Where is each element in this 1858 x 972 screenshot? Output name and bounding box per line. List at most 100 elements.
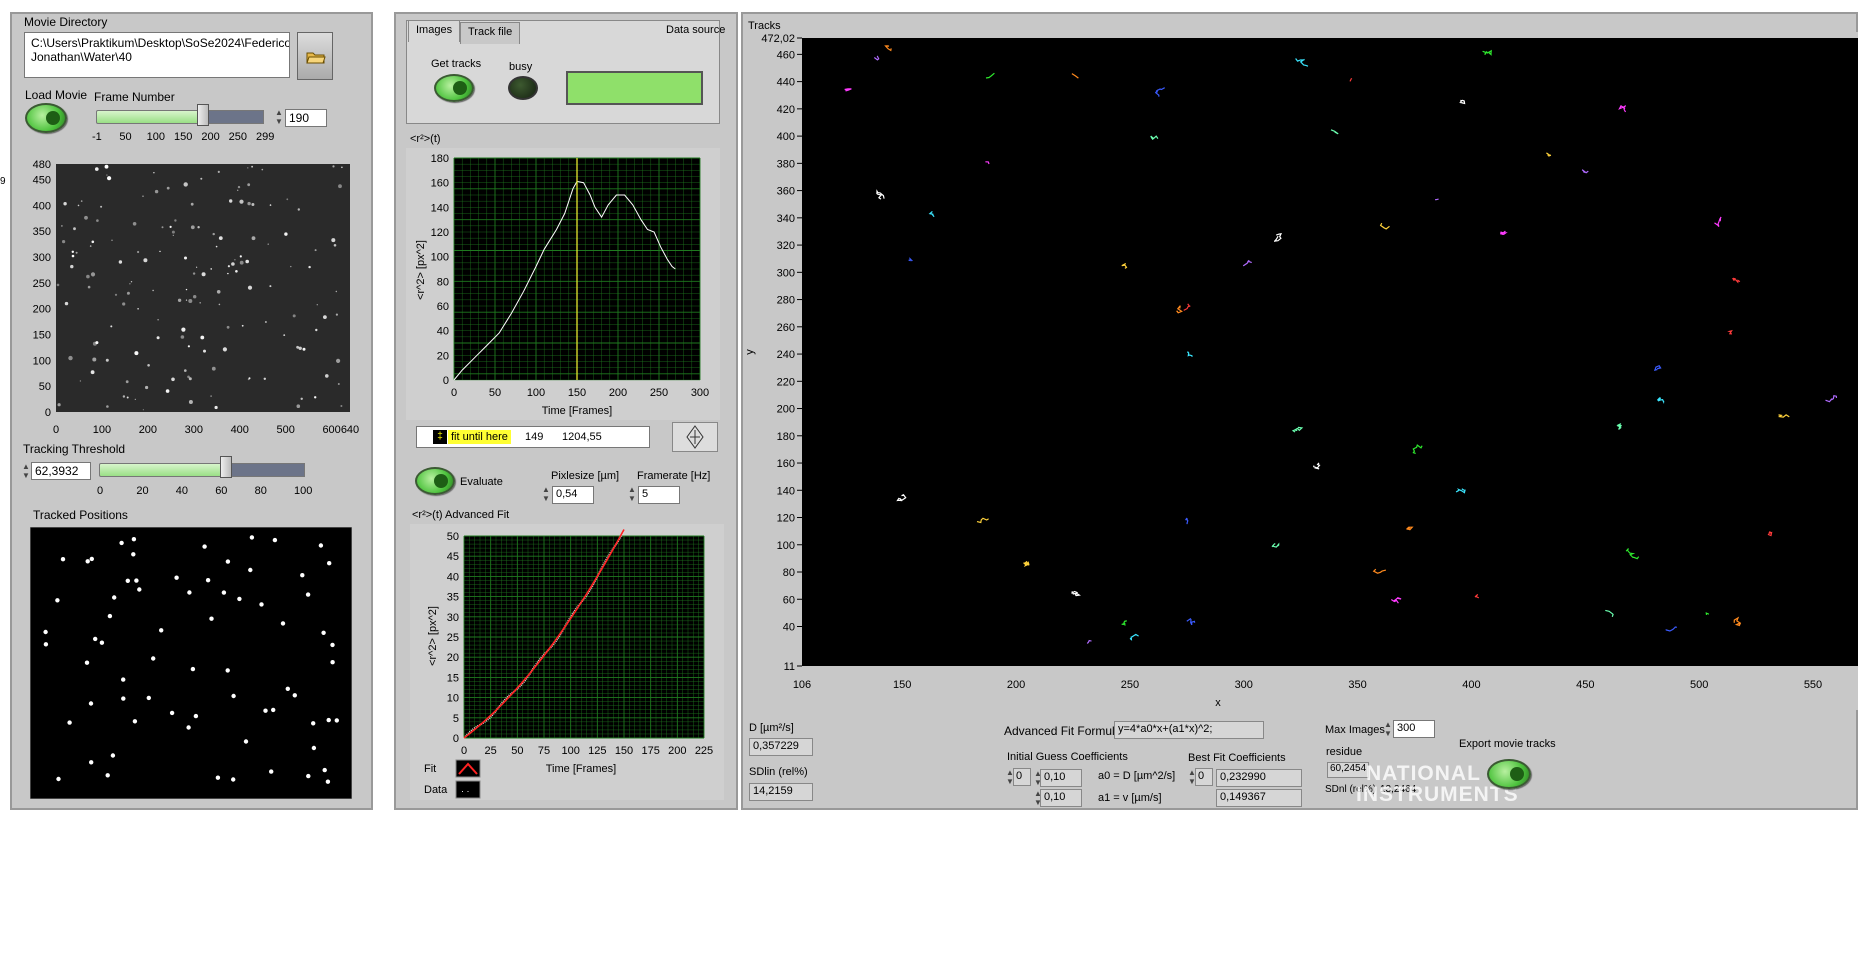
tracks-y-tick: 160 xyxy=(777,458,795,470)
fluorescent-particle xyxy=(332,165,335,168)
tracked-position xyxy=(132,719,138,724)
threshold-slider-thumb[interactable] xyxy=(220,456,232,478)
initial-index-input[interactable]: 0 xyxy=(1013,768,1031,786)
tracked-position xyxy=(151,656,156,661)
fluorescent-particle xyxy=(247,201,251,206)
fluorescent-particle xyxy=(126,396,129,399)
fluorescent-particle xyxy=(70,264,74,269)
fluorescent-particle xyxy=(165,389,170,393)
particle-track xyxy=(1129,633,1139,641)
frame-number-slider-thumb[interactable] xyxy=(197,104,209,126)
image-y-tick: 300 xyxy=(33,252,51,264)
tab-track-file[interactable]: Track file xyxy=(460,22,521,44)
frame-slider-tick-1: 50 xyxy=(119,131,132,143)
load-movie-button[interactable] xyxy=(25,103,67,133)
fit-plot-ylabel: <r^2> [px^2] xyxy=(427,606,439,666)
pixelsize-input[interactable]: 0,54 xyxy=(552,486,594,504)
cursor-name[interactable]: fit until here xyxy=(448,430,511,444)
image-y-tick: 150 xyxy=(33,330,51,342)
particle-track xyxy=(1121,262,1128,269)
browse-folder-button[interactable] xyxy=(297,32,333,80)
fluorescent-particle xyxy=(185,299,188,301)
advanced-fit-formula-input[interactable]: y=4*a0*x+(a1*x)^2; xyxy=(1114,721,1264,739)
particle-track xyxy=(896,494,907,502)
movie-directory-label: Movie Directory xyxy=(24,15,108,29)
fluorescent-particle xyxy=(196,266,198,268)
fluorescent-particle xyxy=(159,250,161,253)
load-movie-label: Load Movie xyxy=(25,88,88,102)
best-a0-value: 0,232990 xyxy=(1216,769,1302,787)
framerate-input[interactable]: 5 xyxy=(638,486,680,504)
tab-images[interactable]: Images xyxy=(408,20,461,42)
fluorescent-particle xyxy=(200,177,203,180)
fluorescent-particle xyxy=(171,377,175,382)
get-tracks-button[interactable] xyxy=(434,74,474,102)
fluorescent-particle xyxy=(264,321,267,323)
fit-y-tick: 20 xyxy=(447,652,459,664)
initial-index-spinner[interactable]: ▲ ▼ xyxy=(1006,768,1014,786)
tracked-position xyxy=(131,537,137,542)
tracked-position xyxy=(159,628,164,633)
particle-track xyxy=(1372,568,1387,574)
tracked-position xyxy=(169,710,175,716)
tracked-position xyxy=(84,660,90,665)
fluorescent-particle xyxy=(190,202,194,206)
frame-number-spinner[interactable]: ▲ ▼ xyxy=(275,108,283,126)
tracked-position xyxy=(93,636,98,642)
particle-track xyxy=(884,45,892,52)
export-label: Export movie tracks xyxy=(1459,738,1556,750)
fluorescent-particle xyxy=(95,167,99,171)
best-index-spinner[interactable]: ▲ ▼ xyxy=(1188,768,1196,786)
tracking-threshold-input[interactable]: 62,3932 xyxy=(31,462,91,480)
particle-track xyxy=(1187,351,1193,357)
evaluate-button[interactable] xyxy=(415,467,455,495)
image-axis-fragment: 9 xyxy=(0,176,6,187)
msd-x-tick: 250 xyxy=(650,387,668,399)
fluorescent-particle xyxy=(105,358,109,362)
initial-a1-input[interactable]: 0,10 xyxy=(1040,789,1082,807)
particle-track xyxy=(1313,462,1321,470)
framerate-spinner[interactable]: ▲ ▼ xyxy=(628,485,636,503)
busy-indicator-led xyxy=(508,76,538,100)
fit-model-line xyxy=(463,529,625,739)
initial-a1-spinner[interactable]: ▲ ▼ xyxy=(1034,789,1042,807)
best-index-value: 0 xyxy=(1195,768,1213,786)
initial-a0-input[interactable]: 0,10 xyxy=(1040,769,1082,787)
fluorescent-particle xyxy=(247,167,249,169)
tracked-position xyxy=(306,773,311,779)
legend-fit-swatch[interactable] xyxy=(455,759,481,778)
fluorescent-particle xyxy=(92,357,97,362)
tracked-position xyxy=(190,666,196,672)
tracks-y-tick: 140 xyxy=(777,485,795,497)
initial-a0-spinner[interactable]: ▲ ▼ xyxy=(1034,769,1042,787)
tracks-y-tick: 340 xyxy=(777,213,795,225)
fluorescent-particle xyxy=(229,199,233,203)
msd-data-line xyxy=(453,180,676,381)
movie-directory-line1: C:\Users\Praktikum\Desktop\SoSe2024\Fede… xyxy=(31,36,290,50)
fluorescent-particle xyxy=(269,285,272,288)
movie-directory-field[interactable]: C:\Users\Praktikum\Desktop\SoSe2024\Fede… xyxy=(24,32,290,78)
export-movie-tracks-button[interactable] xyxy=(1487,759,1531,789)
max-images-spinner[interactable]: ▲ ▼ xyxy=(1384,720,1392,738)
fluorescent-particle xyxy=(62,240,66,244)
max-images-input[interactable]: 300 xyxy=(1393,720,1435,738)
tracked-position xyxy=(187,590,192,595)
fluorescent-particle xyxy=(134,398,136,400)
legend-data-swatch[interactable] xyxy=(455,780,481,799)
tracks-x-tick: 200 xyxy=(1007,679,1025,691)
fit-x-tick: 175 xyxy=(641,745,659,757)
tracked-position xyxy=(243,739,249,744)
fluorescent-particle xyxy=(91,240,95,244)
particle-track xyxy=(1154,87,1165,97)
best-fit-label: Best Fit Coefficients xyxy=(1188,752,1286,764)
cursor-color-swatch[interactable]: ‡ xyxy=(433,430,447,444)
folder-open-icon xyxy=(306,52,326,64)
fluorescent-particle xyxy=(110,325,113,328)
tracking-threshold-spinner[interactable]: ▲ ▼ xyxy=(22,462,30,480)
graph-navigation-button[interactable] xyxy=(672,422,718,452)
frame-number-input[interactable]: 190 xyxy=(285,109,327,127)
tracks-x-tick: 550 xyxy=(1804,679,1822,691)
fluorescent-particle xyxy=(187,345,190,348)
fluorescent-particle xyxy=(142,409,144,411)
pixelsize-spinner[interactable]: ▲ ▼ xyxy=(542,485,550,503)
